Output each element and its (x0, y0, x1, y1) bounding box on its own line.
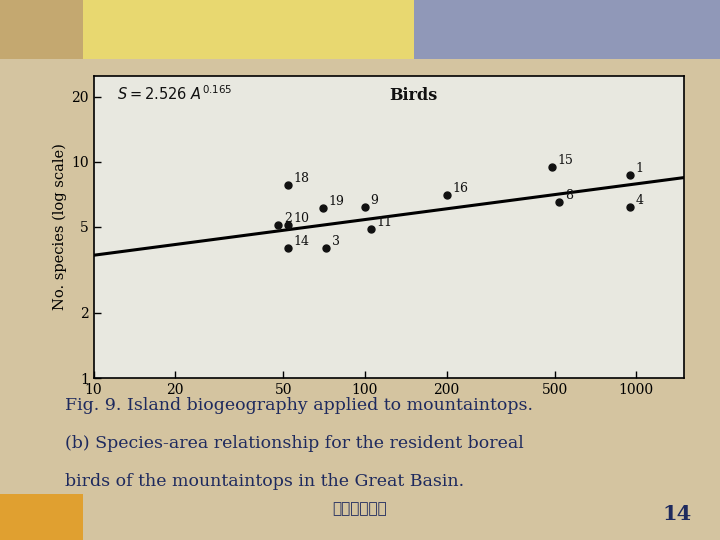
Text: 14: 14 (662, 504, 691, 524)
Text: birds of the mountaintops in the Great Basin.: birds of the mountaintops in the Great B… (65, 472, 464, 489)
Text: Birds: Birds (389, 87, 437, 104)
Text: 生物保育策略: 生物保育策略 (333, 501, 387, 516)
Text: 15: 15 (558, 154, 574, 167)
Text: 4: 4 (636, 194, 644, 207)
Text: 8: 8 (565, 190, 573, 202)
Text: 18: 18 (294, 172, 310, 185)
Y-axis label: No. species (log scale): No. species (log scale) (53, 143, 67, 310)
Text: $S = 2.526\ A^{0.165}$: $S = 2.526\ A^{0.165}$ (117, 84, 233, 103)
Text: 11: 11 (377, 216, 392, 229)
Text: 14: 14 (294, 235, 310, 248)
Text: 2: 2 (284, 212, 292, 225)
Text: 16: 16 (452, 183, 468, 195)
Text: 1: 1 (636, 162, 644, 175)
Text: 3: 3 (332, 235, 340, 248)
Text: (b) Species-area relationship for the resident boreal: (b) Species-area relationship for the re… (65, 435, 523, 451)
Text: 19: 19 (328, 195, 344, 208)
Text: 9: 9 (371, 194, 379, 207)
Text: 10: 10 (294, 212, 310, 225)
Text: Fig. 9. Island biogeography applied to mountaintops.: Fig. 9. Island biogeography applied to m… (65, 397, 533, 414)
